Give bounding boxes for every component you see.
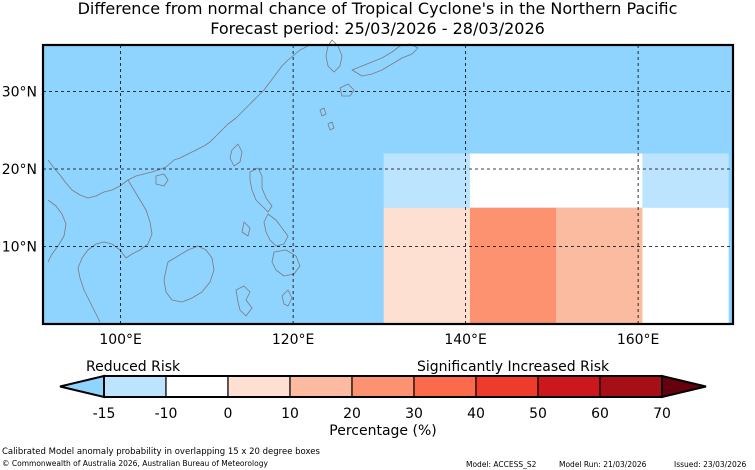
colorbar-under-arrow	[59, 374, 105, 399]
colorbar-bin	[351, 375, 415, 398]
colorbar-tick-label: 10	[281, 406, 299, 422]
map-title: Difference from normal chance of Tropica…	[77, 0, 678, 18]
colorbar-tick-label: -15	[93, 406, 116, 422]
longitude-tick-label: 160°E	[617, 332, 660, 348]
anomaly-cell	[469, 153, 643, 208]
anomaly-cell	[642, 153, 729, 208]
colorbar-tick-labels: -15 -10 0 10 20 30 40 50 60 70	[93, 406, 671, 422]
colorbar-tick-label: 0	[224, 406, 233, 422]
colorbar-bin	[599, 375, 663, 398]
latitude-tick-label: 20°N	[2, 162, 37, 178]
map-frame	[41, 43, 735, 326]
colorbar-bin	[103, 375, 167, 398]
copyright-note: © Commonwealth of Australia 2026, Austra…	[2, 459, 268, 468]
colorbar-tick-label: -10	[155, 406, 178, 422]
model-name: Model: ACCESS_S2	[466, 460, 537, 469]
longitude-tick-label: 120°E	[272, 332, 315, 348]
colorbar-over-arrow	[661, 374, 707, 399]
colorbar-tick-label: 40	[467, 406, 485, 422]
map-area: 100°E 120°E 140°E 160°E 10°N 20°N 30°N	[2, 39, 735, 349]
anomaly-cell	[469, 207, 557, 324]
longitude-tick-label: 100°E	[99, 332, 142, 348]
anomaly-cells	[383, 153, 729, 324]
anomaly-cell	[383, 207, 470, 324]
colorbar-bin	[475, 375, 539, 398]
colorbar-bin	[413, 375, 477, 398]
latitude-tick-label: 30°N	[2, 85, 37, 101]
anomaly-cell	[556, 207, 643, 324]
colorbar-bin	[165, 375, 229, 398]
colorbar-outline	[103, 375, 663, 398]
anomaly-cell	[642, 207, 729, 324]
colorbar-axis-label: Percentage (%)	[329, 423, 436, 439]
coastline	[47, 39, 419, 323]
colorbar-tick-label: 70	[653, 406, 671, 422]
colorbar-tick-label: 20	[343, 406, 361, 422]
axis-tick-labels: 100°E 120°E 140°E 160°E 10°N 20°N 30°N	[2, 85, 660, 349]
colorbar-bin	[537, 375, 601, 398]
increased-risk-label: Significantly Increased Risk	[417, 359, 610, 375]
colorbar-tick-label: 50	[529, 406, 547, 422]
graticule	[43, 45, 733, 324]
colorbar-bin	[289, 375, 353, 398]
description-note: Calibrated Model anomaly probability in …	[2, 447, 320, 457]
colorbar: Reduced Risk Significantly Increased Ris…	[59, 359, 707, 439]
colorbar-tick-label: 30	[405, 406, 423, 422]
colorbar-bin	[227, 375, 291, 398]
issued-date: Issued: 23/03/2026	[674, 460, 747, 469]
longitude-tick-label: 140°E	[444, 332, 487, 348]
reduced-risk-label: Reduced Risk	[86, 359, 181, 375]
colorbar-tick-label: 60	[591, 406, 609, 422]
colorbar-bins	[59, 374, 707, 399]
forecast-period-subtitle: Forecast period: 25/03/2026 - 28/03/2026	[210, 19, 545, 38]
anomaly-cell	[383, 153, 470, 208]
latitude-tick-label: 10°N	[2, 240, 37, 256]
model-run-date: Model Run: 21/03/2026	[559, 460, 647, 469]
